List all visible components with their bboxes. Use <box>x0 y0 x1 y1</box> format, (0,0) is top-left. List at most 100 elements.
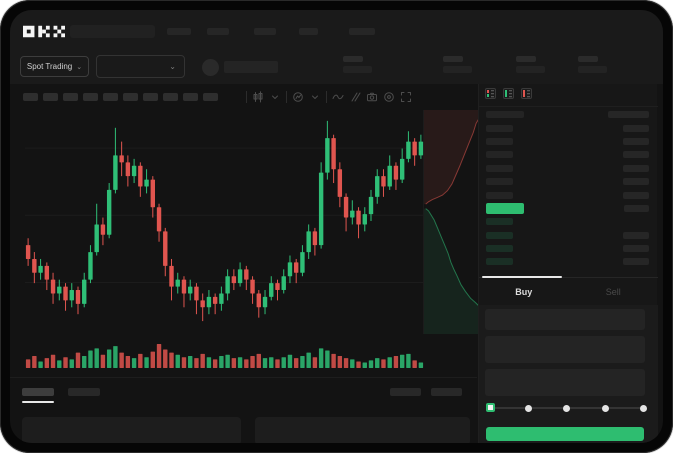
ticker-stat <box>516 56 548 73</box>
nav-item-placeholder[interactable] <box>207 28 229 35</box>
chart-toolbar <box>18 88 468 106</box>
timeframe-button[interactable] <box>203 93 218 101</box>
candlestick-chart[interactable] <box>25 110 424 334</box>
amount-placeholder <box>623 191 649 199</box>
slider-stop[interactable] <box>525 404 533 412</box>
timeframe-button[interactable] <box>103 93 118 101</box>
timeframe-button[interactable] <box>163 93 178 101</box>
stat-label-placeholder <box>343 56 363 62</box>
stat-label-placeholder <box>516 56 536 62</box>
stat-value-placeholder <box>343 66 372 73</box>
timeframe-button[interactable] <box>63 93 78 101</box>
ask-row[interactable] <box>479 162 658 175</box>
slider-stop[interactable] <box>601 404 609 412</box>
stat-label-placeholder <box>443 56 463 62</box>
price-placeholder <box>486 231 513 239</box>
ask-row[interactable] <box>479 188 658 201</box>
price-placeholder <box>486 137 513 145</box>
amount-placeholder <box>623 137 649 145</box>
timeframe-button[interactable] <box>183 93 198 101</box>
amount-input[interactable] <box>485 336 645 363</box>
candle-style-icon[interactable] <box>252 91 264 103</box>
coin-icon <box>202 59 219 76</box>
bid-row[interactable] <box>479 255 658 268</box>
orders-panel-placeholder <box>255 417 470 443</box>
header <box>10 10 663 84</box>
tab-buy[interactable]: Buy <box>515 286 533 297</box>
amount-slider[interactable] <box>479 400 658 416</box>
nav-item-placeholder[interactable] <box>299 28 318 35</box>
buy-submit-button[interactable] <box>486 427 644 441</box>
okx-logo[interactable] <box>23 25 65 38</box>
timeframe-button[interactable] <box>23 93 38 101</box>
tab-sell[interactable]: Sell <box>605 286 621 297</box>
slider-stop[interactable] <box>639 404 647 412</box>
orderbook <box>479 108 658 269</box>
indicator-chevron-icon[interactable] <box>309 91 321 103</box>
price-placeholder <box>486 218 513 226</box>
divider <box>326 91 327 103</box>
timeframe-button[interactable] <box>43 93 58 101</box>
pair-selector-dropdown[interactable]: ⌄ <box>96 55 185 78</box>
depth-chart <box>424 110 480 334</box>
nav-item-placeholder[interactable] <box>167 28 191 35</box>
amount-placeholder <box>623 258 649 266</box>
amount-placeholder <box>624 204 649 212</box>
app-screen: Spot Trading ⌄ ⌄ <box>10 10 663 443</box>
bottom-action-placeholder[interactable] <box>390 388 421 396</box>
nav-item-placeholder[interactable] <box>254 28 276 35</box>
parallel-lines-icon[interactable] <box>349 91 361 103</box>
price-placeholder <box>486 245 513 253</box>
search-input[interactable] <box>70 25 155 38</box>
total-input[interactable] <box>485 369 645 396</box>
divider <box>10 377 477 378</box>
ask-row[interactable] <box>479 135 658 148</box>
ask-row[interactable] <box>479 175 658 188</box>
bottom-tab[interactable] <box>68 388 100 396</box>
asks-book-icon[interactable] <box>521 88 532 99</box>
ticker-stat <box>578 56 610 73</box>
amount-placeholder <box>623 178 649 186</box>
last-price-row[interactable] <box>479 202 658 215</box>
ask-row[interactable] <box>479 148 658 161</box>
slider-stop[interactable] <box>563 404 571 412</box>
amount-placeholder <box>623 245 649 253</box>
bid-row[interactable] <box>479 215 658 228</box>
active-tab-indicator <box>22 401 54 403</box>
bids-book-icon[interactable] <box>503 88 514 99</box>
settings-icon[interactable] <box>383 91 395 103</box>
combined-book-icon[interactable] <box>485 88 496 99</box>
timeframe-button[interactable] <box>143 93 158 101</box>
price-input[interactable] <box>485 309 645 330</box>
bottom-action-placeholder[interactable] <box>431 388 462 396</box>
amount-placeholder <box>623 164 649 172</box>
nav-item-placeholder[interactable] <box>349 28 375 35</box>
bid-row[interactable] <box>479 242 658 255</box>
chevron-down-icon: ⌄ <box>76 63 83 71</box>
price-placeholder <box>486 258 513 266</box>
line-tool-icon[interactable] <box>332 91 344 103</box>
bottom-tab-active[interactable] <box>22 388 54 396</box>
stat-value-placeholder <box>516 66 545 73</box>
orderbook-header[interactable] <box>479 108 658 121</box>
divider <box>479 106 658 107</box>
bid-row[interactable] <box>479 229 658 242</box>
slider-handle[interactable] <box>486 403 495 412</box>
timeframe-button[interactable] <box>123 93 138 101</box>
indicator-icon[interactable] <box>292 91 304 103</box>
amount-placeholder <box>623 231 649 239</box>
ticker-stat <box>343 56 375 73</box>
timeframe-button[interactable] <box>83 93 98 101</box>
ask-row[interactable] <box>479 121 658 134</box>
price-placeholder <box>486 111 524 119</box>
camera-icon[interactable] <box>366 91 378 103</box>
price-placeholder <box>486 164 513 172</box>
fullscreen-icon[interactable] <box>400 91 412 103</box>
volume-chart <box>25 344 424 368</box>
divider <box>286 91 287 103</box>
market-type-dropdown[interactable]: Spot Trading ⌄ <box>20 56 89 77</box>
interval-chevron-icon[interactable] <box>269 91 281 103</box>
stat-label-placeholder <box>578 56 598 62</box>
price-placeholder <box>486 178 513 186</box>
